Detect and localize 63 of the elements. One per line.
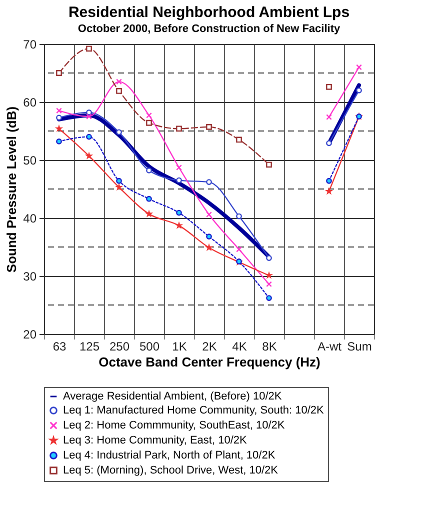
point: [326, 178, 332, 184]
point: [146, 168, 152, 174]
point: [326, 114, 332, 120]
x-tick-label: Sum: [347, 340, 372, 354]
point: [116, 178, 122, 184]
y-tick-label: 30: [23, 270, 37, 284]
x-tick-label: 63: [52, 340, 66, 354]
point: [116, 88, 122, 94]
x-tick-label: 500: [139, 340, 160, 354]
point: [116, 129, 122, 136]
point: [326, 84, 332, 90]
x-tick-label: 4K: [232, 340, 247, 354]
x-tick-label: A-wt: [318, 340, 342, 354]
point: [206, 124, 212, 130]
legend-label: Leq 3: Home Community, East, 10/2K: [63, 434, 248, 446]
point: [56, 70, 62, 76]
point: [56, 108, 62, 114]
point: [176, 210, 182, 216]
point: [356, 87, 362, 94]
chart-subtitle: October 2000, Before Construction of New Facility: [78, 23, 341, 35]
point: [86, 46, 92, 52]
y-tick-label: 50: [23, 154, 37, 168]
point: [146, 196, 152, 202]
point: [326, 140, 332, 146]
point: [236, 213, 242, 220]
x-tick-label: 250: [109, 340, 130, 354]
point: [356, 64, 362, 70]
point: [176, 164, 182, 170]
y-tick-label: 70: [23, 38, 37, 52]
point: [206, 179, 212, 185]
x-tick-label: 2K: [202, 340, 217, 354]
x-tick-label: 8K: [262, 340, 277, 354]
point: [86, 110, 92, 116]
point: [146, 120, 152, 126]
y-tick-label: 40: [23, 212, 37, 226]
point: [236, 136, 242, 143]
point: [266, 295, 272, 301]
point: [56, 114, 62, 121]
point: [56, 138, 62, 144]
point: [86, 114, 92, 120]
point: [266, 162, 272, 168]
legend-label: Leq 4: Industrial Park, North of Plant, 10/2K: [63, 450, 276, 462]
chart-title: Residential Neighborhood Ambient Lps: [68, 4, 350, 21]
legend-label: Average Residential Ambient, (Before) 10/2K: [63, 390, 282, 402]
point: [206, 212, 212, 218]
point: [116, 78, 122, 85]
point: [146, 112, 152, 118]
legend-label: Leq 5: (Morning), School Drive, West, 10/2K: [63, 464, 279, 476]
x-tick-label: 1K: [172, 340, 187, 354]
point: [176, 177, 182, 184]
point: [266, 255, 272, 261]
point: [86, 134, 92, 140]
x-tick-label: 125: [79, 340, 100, 354]
point: [206, 234, 212, 240]
x-axis-title: Octave Band Center Frequency (Hz): [98, 354, 320, 370]
legend-label: Leq 1: Manufactured Home Community, South: 10/2K: [63, 404, 325, 416]
point: [266, 281, 272, 288]
y-axis-title: Sound Pressure Level (dB): [4, 106, 20, 273]
point: [176, 126, 182, 132]
point: [236, 246, 242, 252]
legend-label: Leq 2: Home Commmunity, SouthEast, 10/2K: [63, 420, 286, 432]
y-tick-label: 60: [23, 96, 37, 110]
y-tick-label: 20: [23, 328, 37, 342]
